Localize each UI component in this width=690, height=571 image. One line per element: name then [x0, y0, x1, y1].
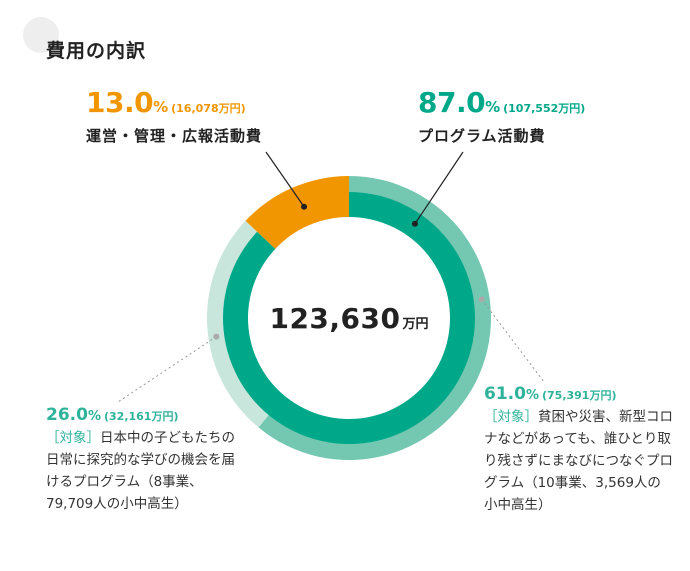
program-percent: 87.0: [418, 86, 486, 119]
sub-segment-1-percent: 26.0: [46, 405, 88, 425]
page-title: 費用の内訳: [46, 40, 147, 62]
operations-amount-wrap: (16,078万円): [171, 102, 246, 115]
sub-segment-2-percent-sign: %: [525, 388, 539, 403]
sub-segment-2-tag: ［対象］: [484, 409, 538, 425]
sub-segment-1-tag: ［対象］: [46, 430, 100, 446]
sub-segment-2-description: ［対象］貧困や災害、新型コロナなどがあっても、誰ひとり取り残さずにまなびにつなぐ…: [484, 406, 674, 516]
sub-segment-2-ring: [258, 176, 491, 460]
operations-category: 運営・管理・広報活動費: [86, 127, 263, 145]
program-label: 87.0% (107,552万円) プログラム活動費: [418, 86, 585, 146]
sub-segment-label-2: 61.0% (75,391万円) ［対象］貧困や災害、新型コロナなどがあっても、誰…: [484, 384, 674, 516]
sub-segment-2-unit: 万円: [589, 389, 612, 402]
operations-unit: 万円: [218, 102, 241, 115]
sub-segment-1-amount: 32,161: [109, 410, 152, 423]
operations-leader-line: [265, 151, 305, 208]
program-percent-sign: %: [485, 98, 501, 116]
sub-segment-1-unit: 万円: [151, 410, 174, 423]
sub-segment-1-ring: [206, 220, 270, 428]
sub-segment-label-1: 26.0% (32,161万円) ［対象］日本中の子どもたちの日常に探究的な学びの…: [46, 405, 246, 515]
operations-slice: [245, 176, 349, 249]
sub-segment-1-text: 日本中の子どもたちの日常に探究的な学びの機会を届けるプログラム（8事業、79,7…: [46, 430, 235, 512]
total-value: 123,630: [269, 302, 401, 335]
program-leader-dot: [411, 220, 418, 227]
operations-amount: 16,078: [176, 102, 219, 115]
sub-segment-1-description: ［対象］日本中の子どもたちの日常に探究的な学びの機会を届けるプログラム（8事業、…: [46, 427, 246, 515]
operations-percent: 13.0: [86, 86, 154, 119]
sub-segment-2-amount: 75,391: [547, 389, 590, 402]
sub-segment-1-leader-line: [117, 336, 217, 403]
program-category: プログラム活動費: [418, 127, 546, 145]
operations-leader-dot: [301, 203, 308, 210]
sub-segment-2-amount-wrap: (75,391万円): [541, 389, 617, 402]
program-amount-wrap: (107,552万円): [503, 102, 586, 115]
total-unit: 万円: [402, 317, 429, 332]
operations-label: 13.0% (16,078万円) 運営・管理・広報活動費: [86, 86, 262, 146]
program-amount: 107,552: [508, 102, 559, 115]
sub-segment-1-amount-wrap: (32,161万円): [103, 410, 179, 423]
sub-segment-2-leader-dot: [478, 296, 485, 303]
sub-segment-2-percent: 61.0: [484, 384, 526, 404]
program-unit: 万円: [558, 102, 581, 115]
total-label: 123,630 万円: [0, 302, 690, 335]
sub-segment-2-text: 貧困や災害、新型コロナなどがあっても、誰ひとり取り残さずにまなびにつなぐプログラ…: [484, 409, 673, 513]
sub-segment-2-leader-line: [481, 299, 545, 383]
decorative-circle: [23, 17, 59, 53]
program-leader-line: [414, 151, 464, 225]
operations-percent-sign: %: [153, 98, 169, 116]
sub-segment-1-leader-dot: [213, 333, 220, 340]
sub-segment-1-percent-sign: %: [87, 409, 101, 424]
